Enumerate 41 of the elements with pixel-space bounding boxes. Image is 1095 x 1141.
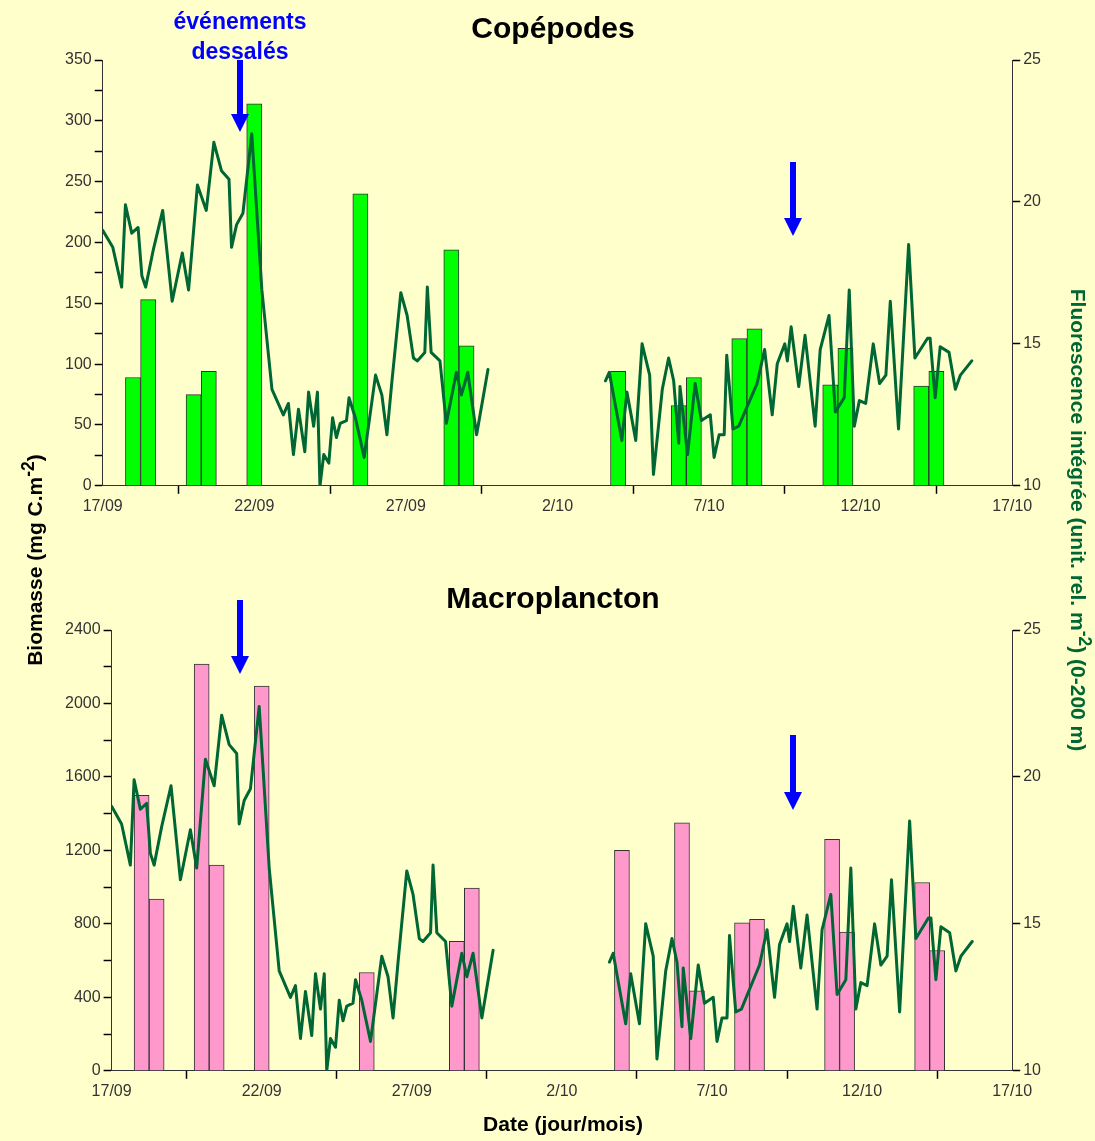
x-tick-label: 7/10 [693, 496, 725, 514]
y-tick-label: 0 [91, 1061, 101, 1079]
x-tick-label: 12/10 [840, 496, 881, 514]
x-tick-label: 12/10 [842, 1081, 883, 1099]
x-tick-label: 2/10 [546, 1081, 578, 1099]
y2-tick-label: 20 [1023, 192, 1042, 210]
y-tick-label: 800 [73, 914, 101, 932]
y-tick-label: 1600 [65, 767, 101, 785]
y2-tick-label: 15 [1023, 334, 1042, 352]
annotation: événements dessalés [172, 7, 308, 66]
y-tick-label: 100 [64, 354, 92, 372]
x-tick-label: 2/10 [541, 496, 574, 514]
y-tick-label: 1200 [65, 840, 101, 858]
y2-tick-label: 10 [1023, 476, 1042, 494]
x-tick-label: 17/10 [992, 1081, 1033, 1099]
y-tick-label: 50 [73, 415, 92, 433]
y2-tick-label: 20 [1023, 767, 1042, 785]
y2-tick-label: 15 [1023, 914, 1042, 932]
x-axis-title: Date (jour/mois) [483, 1112, 643, 1136]
y-tick-label: 350 [64, 50, 92, 68]
y-tick-label: 200 [64, 232, 92, 250]
y-tick-label: 2000 [65, 693, 101, 711]
y2-tick-label: 25 [1023, 50, 1042, 68]
x-tick-label: 17/09 [91, 1081, 132, 1099]
y-tick-label: 250 [64, 172, 92, 190]
x-tick-label: 22/09 [234, 496, 275, 514]
x-tick-label: 17/09 [82, 496, 123, 514]
y2-tick-label: 25 [1023, 620, 1042, 638]
x-tick-label: 17/10 [992, 496, 1033, 514]
y-tick-label: 2400 [65, 620, 101, 638]
x-tick-label: 27/09 [391, 1081, 432, 1099]
y2-tick-label: 10 [1023, 1061, 1042, 1079]
y-tick-label: 400 [73, 987, 101, 1005]
y-tick-label: 300 [64, 111, 92, 129]
y-tick-label: 150 [64, 293, 92, 311]
y-tick-label: 0 [82, 476, 92, 494]
x-tick-label: 22/09 [241, 1081, 282, 1099]
x-tick-label: 27/09 [385, 496, 426, 514]
chart-title: Copépodes [471, 11, 635, 45]
chart-title: Macroplancton [446, 581, 660, 615]
x-tick-label: 7/10 [696, 1081, 728, 1099]
